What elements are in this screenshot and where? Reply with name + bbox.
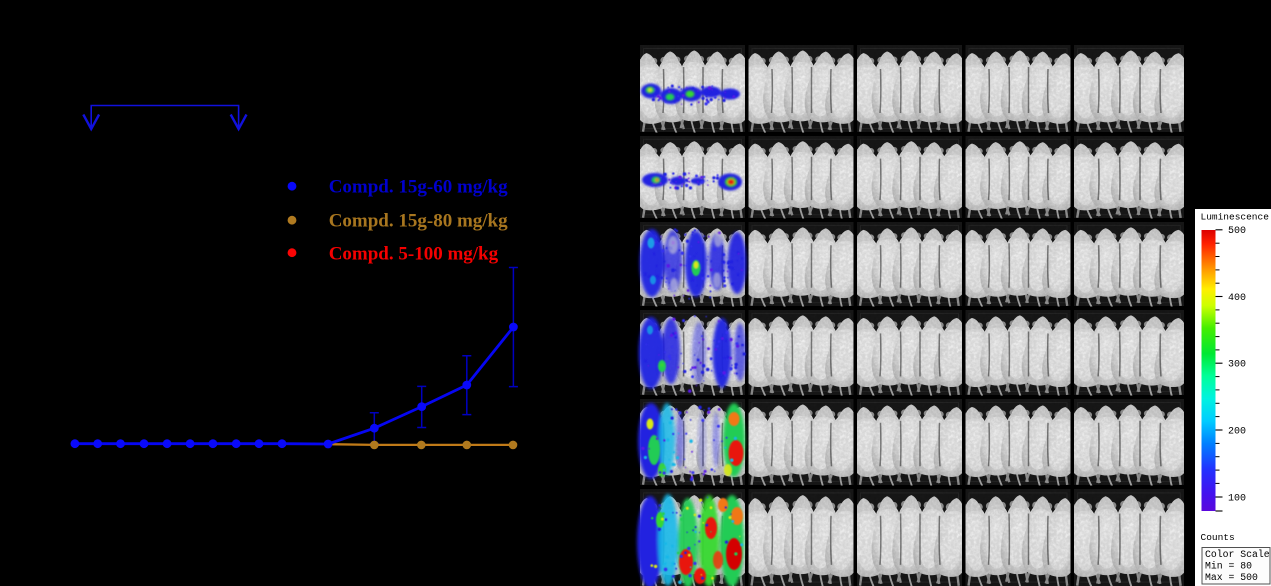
svg-text:Max = 500: Max = 500 [1205,572,1258,583]
svg-text:Compd. 15g-60 mg/kg: Compd. 15g-60 mg/kg [329,176,508,197]
svg-text:Compd. 15g-80 mg/kg: Compd. 15g-80 mg/kg [329,210,508,231]
svg-text:Color Scale: Color Scale [1205,549,1270,560]
svg-text:Counts: Counts [1201,532,1235,543]
svg-text:300: 300 [1228,360,1246,371]
svg-text:400: 400 [1228,293,1246,304]
svg-text:Min = 80: Min = 80 [1205,561,1252,572]
svg-text:200: 200 [1228,427,1246,438]
svg-text:100: 100 [1228,494,1246,505]
svg-text:Luminescence: Luminescence [1201,212,1270,223]
svg-text:500: 500 [1228,226,1246,237]
svg-text:Compd. 5-100 mg/kg: Compd. 5-100 mg/kg [329,244,499,265]
